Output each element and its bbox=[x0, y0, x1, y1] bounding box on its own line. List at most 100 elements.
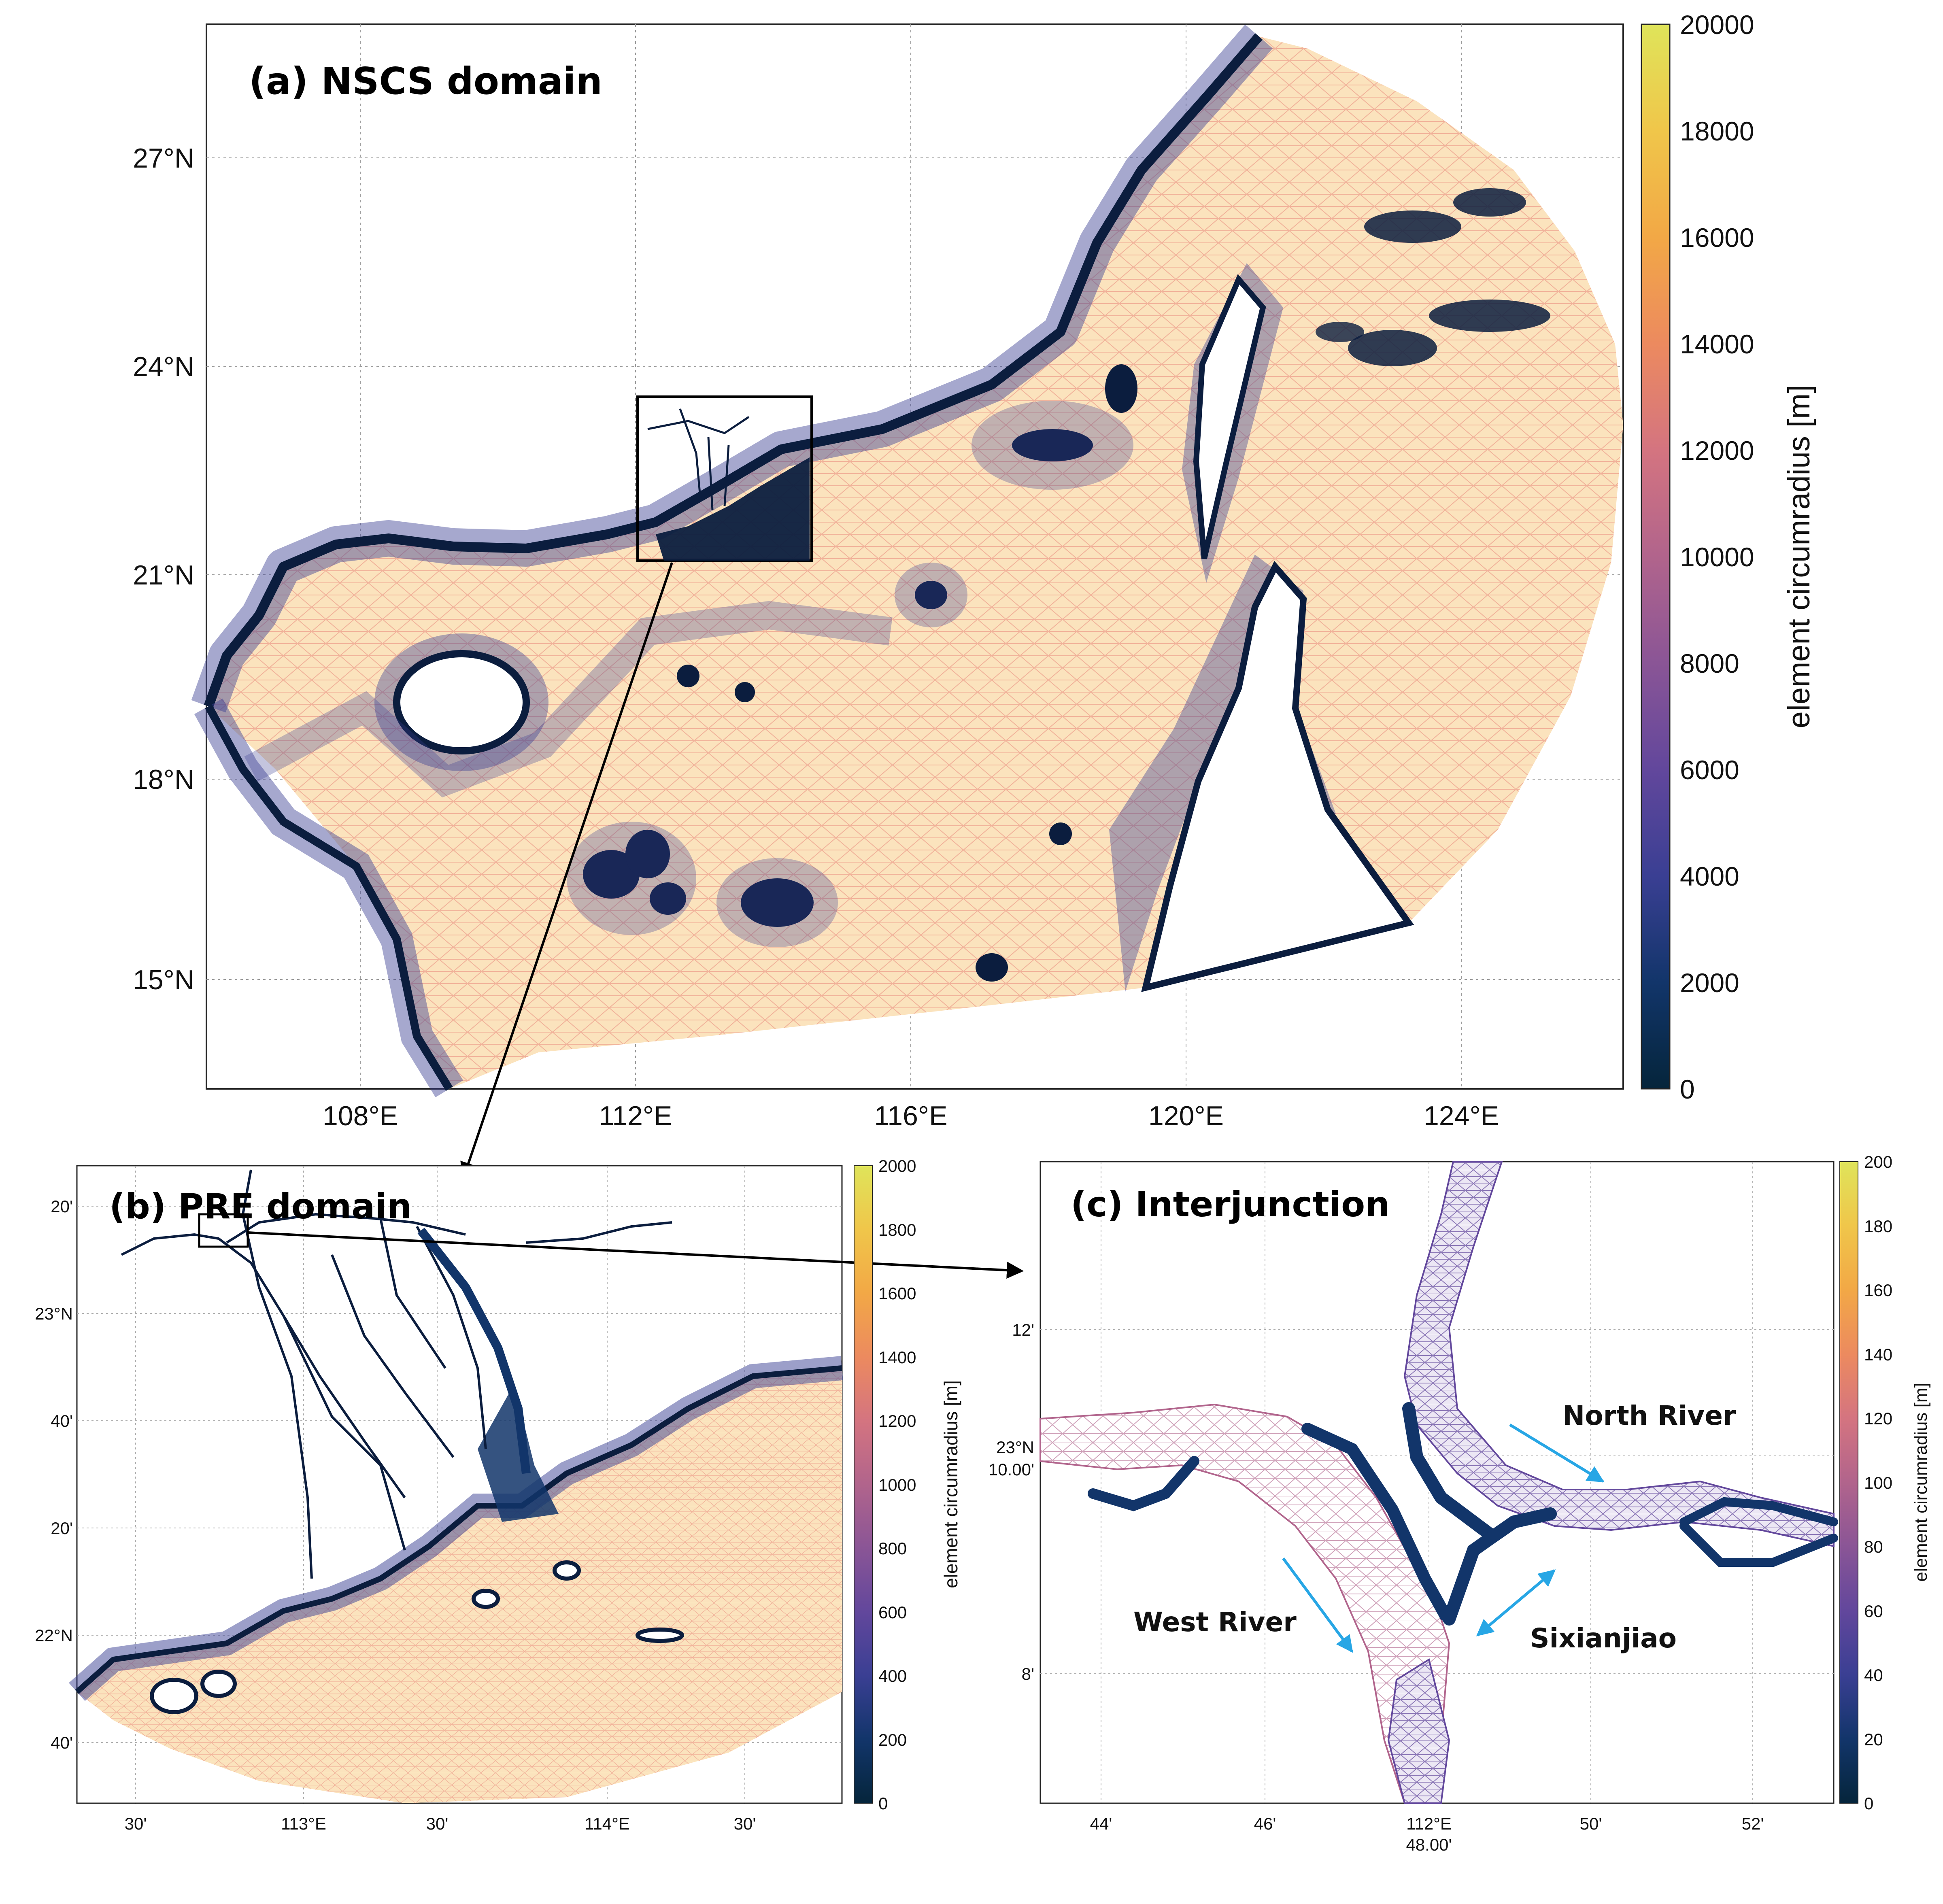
lat-tick: 20' bbox=[51, 1197, 73, 1216]
colorbar-b-ticks: 2000 1800 1600 1400 1200 1000 800 600 40… bbox=[878, 1156, 916, 1813]
pre-mesh-domain bbox=[77, 1368, 842, 1803]
lat-tick: 23°N bbox=[35, 1304, 73, 1323]
panel-b: (b) PRE domain 20' 23°N 40' 20' 22°N 40'… bbox=[35, 1156, 1024, 1833]
colorbar-b-bar bbox=[854, 1165, 873, 1804]
cb-tick: 20 bbox=[1864, 1730, 1883, 1749]
colorbar-c-bar bbox=[1839, 1161, 1858, 1804]
cb-tick: 140 bbox=[1864, 1345, 1892, 1364]
colorbar-c-ticks: 200 180 160 140 120 100 80 60 40 20 0 bbox=[1864, 1152, 1892, 1813]
vietnam-coast-line bbox=[205, 704, 453, 1091]
cb-tick: 12000 bbox=[1680, 436, 1754, 465]
lon-tick: 46' bbox=[1254, 1814, 1276, 1833]
cb-tick: 600 bbox=[878, 1603, 907, 1622]
lon-tick: 44' bbox=[1090, 1814, 1112, 1833]
pre-river-network bbox=[121, 1169, 672, 1579]
cb-tick: 16000 bbox=[1680, 223, 1754, 253]
cb-tick: 400 bbox=[878, 1666, 907, 1685]
mainland-coast-line bbox=[204, 33, 1263, 708]
cb-tick: 0 bbox=[1680, 1074, 1695, 1104]
lat-tick: 21°N bbox=[133, 560, 194, 591]
cb-tick: 100 bbox=[1864, 1473, 1892, 1492]
flow-arrows bbox=[1282, 1424, 1605, 1653]
pre-inset-rivers bbox=[647, 408, 750, 510]
hainan-island bbox=[393, 650, 530, 754]
cb-tick: 180 bbox=[1864, 1217, 1892, 1236]
cb-tick: 1400 bbox=[878, 1348, 916, 1367]
interjunction-inset-box bbox=[198, 1213, 249, 1248]
label-north-river: North River bbox=[1562, 1400, 1736, 1431]
panel-b-title: (b) PRE domain bbox=[109, 1186, 412, 1227]
lat-tick: 40' bbox=[51, 1733, 73, 1752]
west-river-flow-arrow bbox=[1282, 1557, 1353, 1653]
sixianjiao-flow-arrow bbox=[1476, 1569, 1556, 1636]
cb-tick: 6000 bbox=[1680, 755, 1739, 785]
pre-main-channel bbox=[417, 1228, 531, 1474]
cb-tick: 8000 bbox=[1680, 648, 1739, 678]
label-sixianjiao: Sixianjiao bbox=[1530, 1623, 1677, 1654]
colorbar-b-label: element circumradius [m] bbox=[940, 1380, 961, 1588]
lon-tick: 30' bbox=[125, 1814, 147, 1833]
lat-tick: 22°N bbox=[35, 1626, 73, 1645]
cb-tick: 2000 bbox=[1680, 968, 1739, 998]
lat-tick: 12' bbox=[1012, 1320, 1034, 1339]
cb-tick: 40 bbox=[1864, 1666, 1883, 1685]
panel-c-lon-ticks: 44' 46' 112°E 48.00' 50' 52' bbox=[1090, 1814, 1764, 1854]
cb-tick: 800 bbox=[878, 1539, 907, 1558]
cb-tick: 1200 bbox=[878, 1411, 916, 1430]
lon-tick: 30' bbox=[734, 1814, 756, 1833]
offshore-islands bbox=[583, 364, 1137, 982]
zoom-arrow-b-to-c bbox=[247, 1231, 1024, 1279]
lon-tick: 48.00' bbox=[1406, 1835, 1452, 1854]
pre-inset-coast bbox=[656, 457, 810, 561]
pre-estuary bbox=[478, 1384, 559, 1522]
lon-tick: 120°E bbox=[1148, 1101, 1224, 1131]
lon-tick: 52' bbox=[1742, 1814, 1764, 1833]
cb-tick: 20000 bbox=[1680, 10, 1754, 40]
cb-tick: 1000 bbox=[878, 1475, 916, 1494]
colorbar-a-ticks: 20000 18000 16000 14000 12000 10000 8000… bbox=[1680, 10, 1754, 1104]
ryukyu-islands bbox=[1316, 188, 1550, 366]
cb-tick: 18000 bbox=[1680, 116, 1754, 146]
panel-c-lat-ticks: 12' 23°N 10.00' 8' bbox=[989, 1320, 1034, 1683]
colorbar-a-bar bbox=[1641, 23, 1671, 1090]
cb-tick: 200 bbox=[1864, 1152, 1892, 1171]
lon-tick: 116°E bbox=[874, 1101, 948, 1131]
pre-coast-line bbox=[75, 1365, 842, 1694]
lon-tick: 50' bbox=[1580, 1814, 1602, 1833]
cb-tick: 1800 bbox=[878, 1220, 916, 1239]
cb-tick: 4000 bbox=[1680, 861, 1739, 891]
lat-tick: 24°N bbox=[133, 351, 194, 382]
panel-a-lon-ticks: 108°E 112°E 116°E 120°E 124°E bbox=[323, 1101, 1499, 1131]
lon-tick: 114°E bbox=[585, 1814, 630, 1833]
fine-side-channels bbox=[1088, 1402, 1838, 1626]
taiwan-island bbox=[1193, 274, 1266, 559]
panel-b-lon-ticks: 30' 113°E 30' 114°E 30' bbox=[125, 1814, 756, 1833]
colorbar-c-label: element circumradius [m] bbox=[1911, 1383, 1931, 1581]
panel-c: (c) Interjunction North River West River… bbox=[989, 1152, 1931, 1854]
cb-tick: 0 bbox=[878, 1794, 888, 1813]
panel-c-title: (c) Interjunction bbox=[1071, 1184, 1390, 1225]
lon-tick: 113°E bbox=[281, 1814, 326, 1833]
lower-reach-channel bbox=[1387, 1658, 1450, 1804]
cb-tick: 200 bbox=[878, 1730, 907, 1749]
lat-tick: 23°N bbox=[996, 1438, 1034, 1457]
panel-a-lat-ticks: 27°N 24°N 21°N 18°N 15°N bbox=[133, 143, 194, 995]
cb-tick: 80 bbox=[1864, 1537, 1883, 1556]
panel-b-lat-ticks: 20' 23°N 40' 20' 22°N 40' bbox=[35, 1197, 73, 1752]
colorbar-c: 200 180 160 140 120 100 80 60 40 20 0 el… bbox=[1839, 1152, 1931, 1813]
lat-tick: 40' bbox=[51, 1411, 73, 1430]
lon-tick: 124°E bbox=[1424, 1101, 1499, 1131]
offshore-fine-halos bbox=[244, 401, 1133, 947]
colorbar-b: 2000 1800 1600 1400 1200 1000 800 600 40… bbox=[854, 1156, 961, 1813]
lat-tick: 27°N bbox=[133, 143, 194, 174]
colorbar-a-label: element circumradius [m] bbox=[1782, 385, 1816, 729]
zoom-arrow-a-to-b bbox=[460, 562, 673, 1179]
panel-a-title: (a) NSCS domain bbox=[249, 60, 602, 103]
lat-tick: 15°N bbox=[133, 965, 194, 995]
cb-tick: 1600 bbox=[878, 1284, 916, 1303]
cb-tick: 2000 bbox=[878, 1156, 916, 1175]
north-river-flow-arrow bbox=[1509, 1424, 1605, 1483]
lon-tick: 108°E bbox=[323, 1101, 398, 1131]
cb-tick: 120 bbox=[1864, 1409, 1892, 1428]
